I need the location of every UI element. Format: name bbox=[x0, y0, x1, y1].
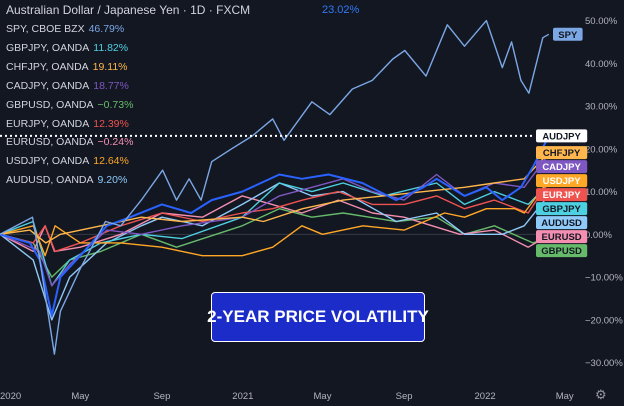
series-line bbox=[0, 152, 550, 244]
legend-item[interactable]: AUDUSD, OANDA 9.20% bbox=[6, 171, 133, 190]
legend-item-name: EURJPY, OANDA bbox=[6, 117, 90, 130]
legend-item-name: GBPUSD, OANDA bbox=[6, 98, 94, 111]
x-tick-label: May bbox=[314, 391, 332, 402]
x-tick-label: Sep bbox=[153, 391, 170, 402]
series-last-label: GBPUSD bbox=[541, 246, 582, 257]
series-last-label-box bbox=[536, 216, 588, 230]
series-last-label: CHFJPY bbox=[543, 148, 581, 159]
legend-item[interactable]: GBPJPY, OANDA 11.82% bbox=[6, 39, 133, 58]
y-tick-label: −10.00% bbox=[585, 273, 623, 284]
y-tick-label: 30.00% bbox=[585, 102, 618, 113]
chart-title: Australian Dollar / Japanese Yen · 1D · … bbox=[6, 3, 251, 17]
x-tick-label: May bbox=[556, 391, 574, 402]
series-last-label: CADJPY bbox=[542, 162, 581, 173]
legend-item-name: SPY, CBOE BZX bbox=[6, 23, 85, 35]
chart-header-value: 23.02% bbox=[322, 4, 360, 16]
legend-item-value: −0.24% bbox=[97, 136, 134, 149]
legend-item-name: AUDUSD, OANDA bbox=[6, 174, 94, 187]
series-line bbox=[0, 182, 550, 287]
y-tick-label: 50.00% bbox=[585, 16, 618, 27]
x-tick-label: May bbox=[71, 391, 89, 402]
series-last-label-box bbox=[536, 230, 588, 244]
series-last-label-box bbox=[536, 244, 588, 258]
legend-item[interactable]: EURUSD, OANDA −0.24% bbox=[6, 133, 133, 152]
series-last-label: SPY bbox=[558, 30, 578, 41]
series-last-label: EURJPY bbox=[543, 190, 582, 201]
legend-item-name: USDJPY, OANDA bbox=[6, 155, 90, 168]
legend-item-value: 12.39% bbox=[93, 117, 129, 130]
y-tick-label: 20.00% bbox=[585, 144, 618, 155]
legend-item[interactable]: USDJPY, OANDA 12.64% bbox=[6, 152, 133, 171]
legend-item-value: 11.82% bbox=[93, 41, 129, 54]
y-tick-label: 40.00% bbox=[585, 59, 618, 70]
x-tick-label: 2020 bbox=[0, 391, 21, 402]
y-tick-label: 10.00% bbox=[585, 187, 618, 198]
legend-item-value: 9.20% bbox=[97, 174, 128, 187]
series-line bbox=[0, 181, 550, 253]
series-last-label-box bbox=[536, 202, 588, 216]
legend-item[interactable]: CADJPY, OANDA 18.77% bbox=[6, 77, 133, 96]
x-tick-label: 2022 bbox=[475, 391, 496, 402]
y-tick-label: −30.00% bbox=[585, 358, 623, 369]
legend-item[interactable]: EURJPY, OANDA 12.39% bbox=[6, 115, 133, 134]
series-last-label-box bbox=[536, 160, 588, 174]
series-last-label-box bbox=[536, 174, 588, 188]
legend-item-value: 46.79% bbox=[88, 23, 125, 35]
series-last-label: USDJPY bbox=[543, 176, 582, 187]
volatility-banner: 2-YEAR PRICE VOLATILITY bbox=[207, 292, 429, 342]
series-last-label: AUDUSD bbox=[541, 218, 582, 229]
x-tick-label: 2021 bbox=[232, 391, 253, 402]
series-line bbox=[0, 135, 550, 317]
series-last-label: AUDJPY bbox=[542, 131, 581, 142]
legend-item-value: 18.77% bbox=[93, 79, 129, 92]
legend-item[interactable]: SPY, CBOE BZX 46.79% bbox=[6, 20, 133, 39]
x-tick-label: Sep bbox=[396, 391, 413, 402]
gear-icon[interactable]: ⚙ bbox=[595, 387, 607, 402]
series-last-label-box bbox=[536, 188, 588, 202]
legend-item-name: CHFJPY, OANDA bbox=[6, 60, 89, 73]
series-line bbox=[0, 19, 550, 355]
series-last-label: EURUSD bbox=[542, 232, 582, 243]
series-last-label-box bbox=[553, 27, 583, 41]
legend: SPY, CBOE BZX 46.79% GBPJPY, OANDA 11.82% … bbox=[6, 20, 133, 190]
y-tick-label: −20.00% bbox=[585, 315, 623, 326]
legend-item-value: 12.64% bbox=[93, 155, 129, 168]
series-last-label: GBPJPY bbox=[542, 204, 581, 215]
legend-item-name: CADJPY, OANDA bbox=[6, 79, 90, 92]
series-line bbox=[0, 182, 550, 321]
legend-item-name: EURUSD, OANDA bbox=[6, 136, 94, 149]
legend-item[interactable]: GBPUSD, OANDA −0.73% bbox=[6, 96, 133, 115]
series-last-label-box bbox=[536, 129, 588, 143]
series-last-label-box bbox=[536, 146, 588, 160]
series-line bbox=[0, 207, 550, 278]
legend-item[interactable]: CHFJPY, OANDA 19.11% bbox=[6, 58, 133, 77]
legend-item-name: GBPJPY, OANDA bbox=[6, 41, 90, 54]
series-line bbox=[0, 179, 550, 257]
legend-item-value: −0.73% bbox=[97, 98, 134, 111]
y-tick-label: 0.00% bbox=[585, 230, 612, 241]
legend-item-value: 19.11% bbox=[92, 60, 128, 73]
